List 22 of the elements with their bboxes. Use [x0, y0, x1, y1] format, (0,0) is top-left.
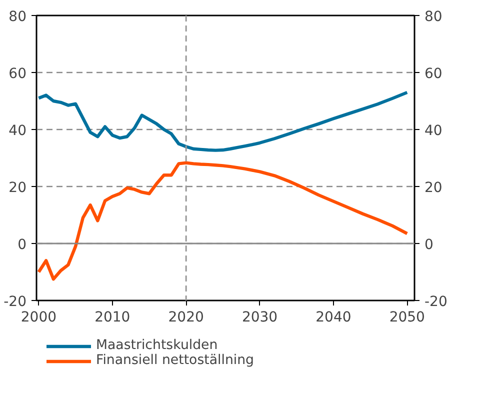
- y2-tick-label: 40: [424, 123, 442, 139]
- y2-tick-label: 80: [424, 9, 442, 25]
- x-tick-label: 2030: [242, 310, 278, 326]
- y-tick-label: -20: [4, 294, 27, 310]
- x-tick-label: 2020: [168, 310, 204, 326]
- y2-tick-label: 20: [424, 180, 442, 196]
- y2-tick-label: -20: [424, 294, 448, 310]
- y-tick-label: 0: [18, 237, 27, 253]
- y-tick-label: 80: [8, 9, 27, 25]
- y-tick-label: 40: [8, 123, 27, 139]
- legend-label: Maastrichtskulden: [96, 338, 218, 353]
- x-tick-label: 2050: [389, 310, 425, 326]
- y-tick-label: 60: [8, 66, 27, 82]
- line-series: [37, 161, 409, 281]
- line-series: [37, 90, 409, 152]
- legend-label: Finansiell nettoställning: [96, 353, 254, 368]
- x-tick-label: 2000: [20, 310, 57, 326]
- x-tick-label: 2040: [316, 310, 352, 326]
- x-tick-label: 2010: [94, 310, 130, 326]
- y-tick-label: 20: [8, 180, 27, 196]
- y2-tick-label: 60: [424, 66, 442, 82]
- y2-tick-label: 0: [424, 237, 434, 253]
